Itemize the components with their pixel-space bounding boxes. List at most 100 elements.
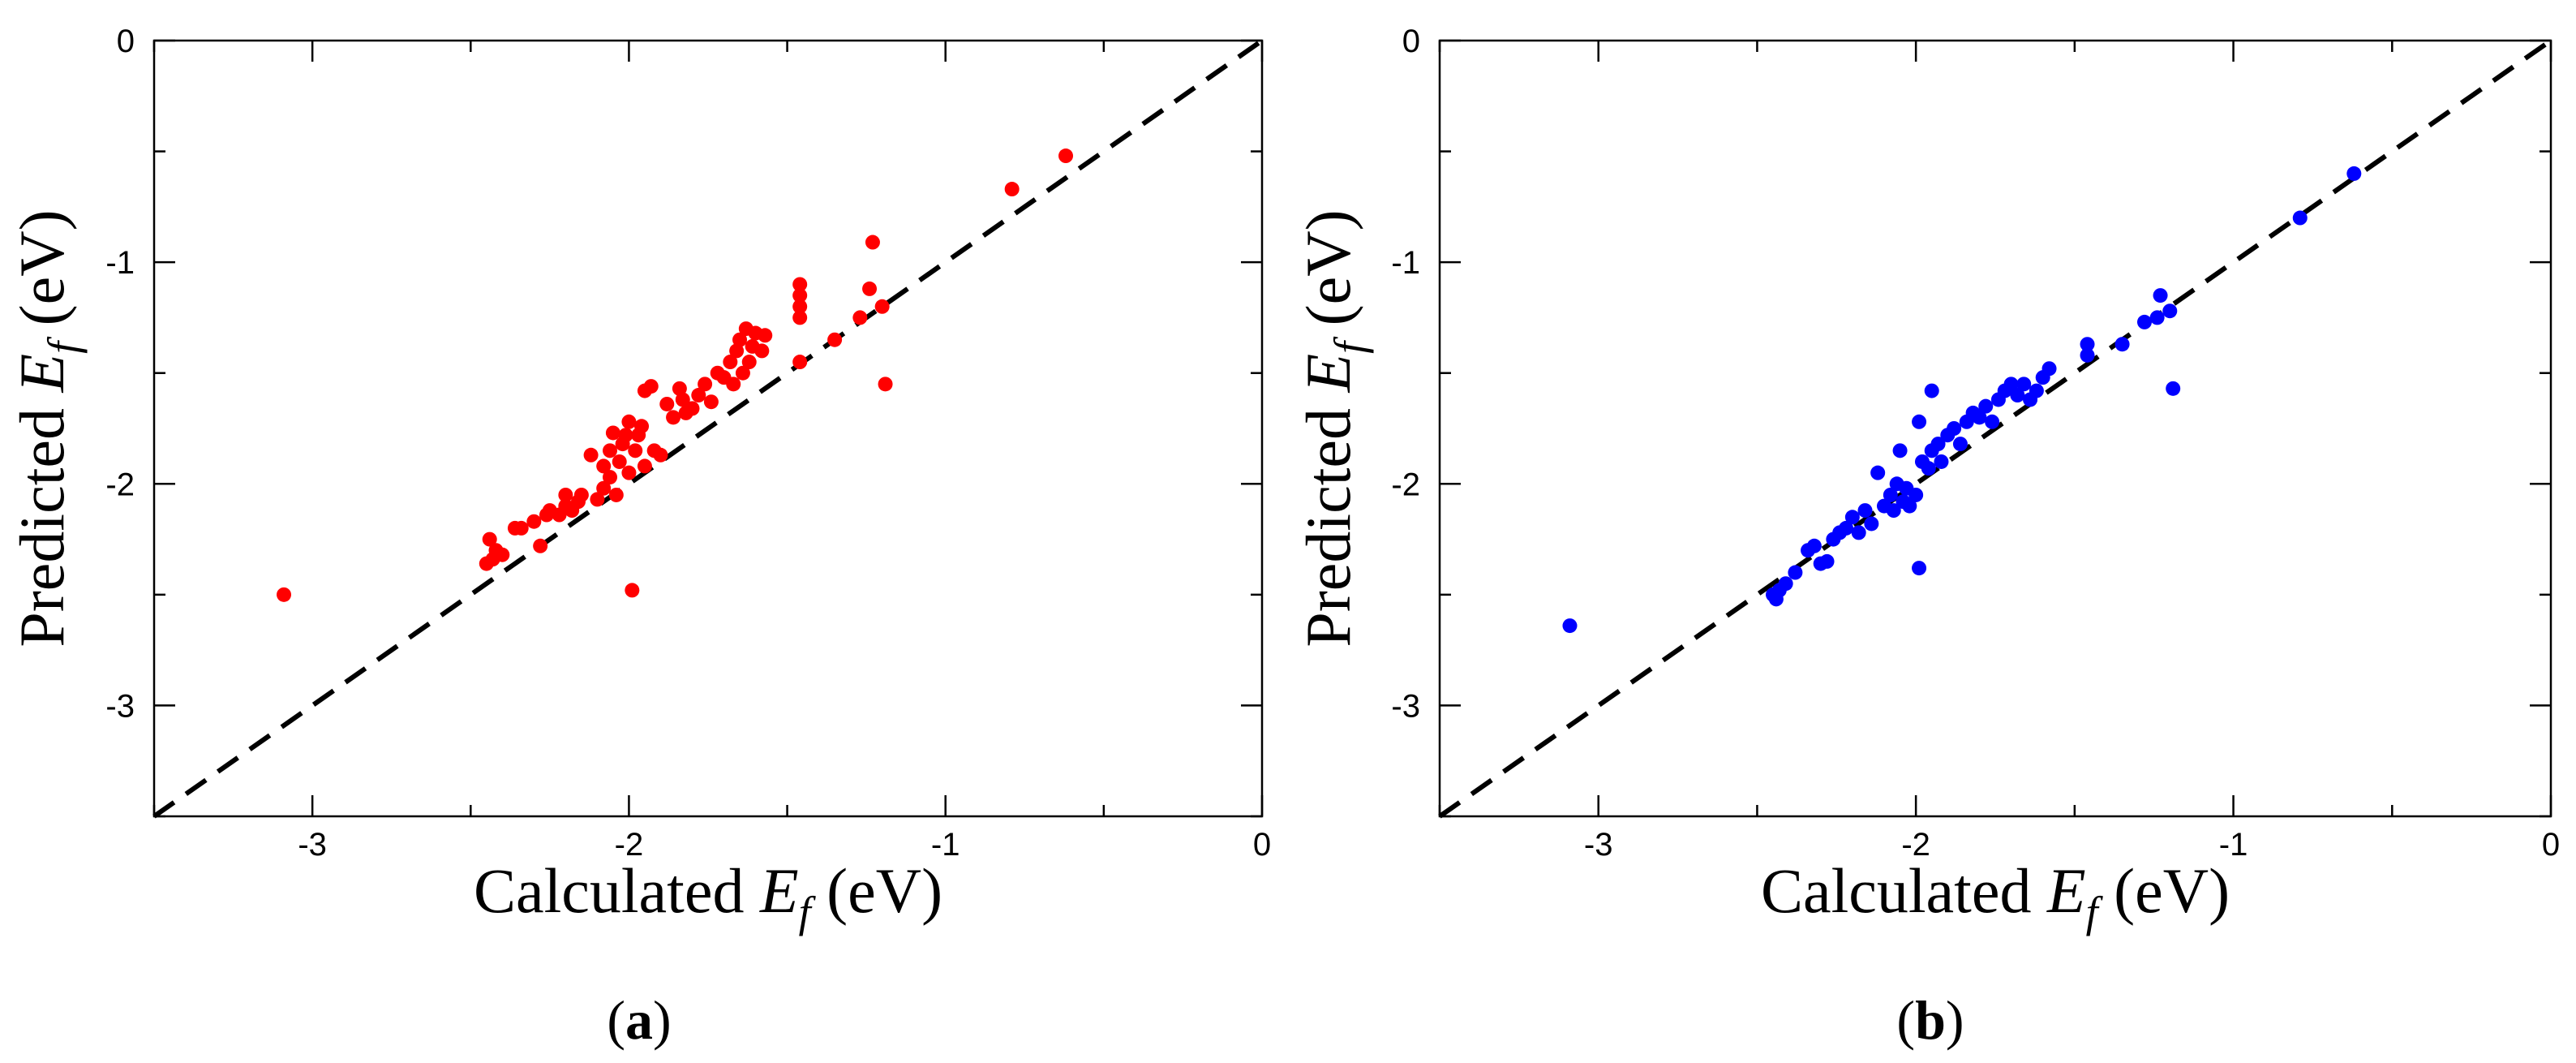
- data-point: [1930, 437, 1946, 452]
- data-point: [2041, 361, 2057, 377]
- data-point: [675, 392, 690, 407]
- data-point: [1851, 525, 1866, 540]
- x-tick-label: 0: [2542, 827, 2560, 863]
- data-point: [703, 394, 719, 410]
- identity-line: [152, 38, 1264, 819]
- data-point: [1985, 414, 2000, 429]
- panel-label-a: (a): [607, 989, 671, 1051]
- x-tick-label: -3: [298, 827, 327, 863]
- panel-a: -3 -2 -1 0 0 -1 -2 -3 Calculated Ef (eV) Predic…: [6, 24, 1271, 1051]
- data-point: [666, 410, 681, 425]
- data-point: [612, 454, 627, 469]
- scatter-points: [277, 148, 1074, 602]
- data-point: [2029, 383, 2044, 398]
- data-point: [603, 443, 618, 458]
- data-point: [723, 355, 738, 370]
- y-axis-title: Predicted Ef (eV): [6, 209, 88, 647]
- data-point: [1839, 520, 1854, 536]
- data-point: [2292, 210, 2308, 226]
- data-point: [583, 447, 599, 463]
- y-tick-label: -2: [105, 467, 135, 502]
- data-point: [1864, 516, 1879, 532]
- data-point: [1819, 553, 1835, 569]
- data-point: [573, 487, 589, 502]
- data-point: [2149, 310, 2165, 325]
- data-point: [726, 377, 741, 392]
- plot-frame: [1438, 39, 2552, 818]
- data-point: [659, 396, 675, 411]
- data-point: [758, 328, 773, 343]
- data-point: [618, 428, 633, 443]
- y-tick-label: 0: [117, 24, 135, 59]
- tick-labels: -3 -2 -1 0 0 -1 -2 -3: [1391, 24, 2560, 863]
- y-tick-label: -2: [1391, 467, 1420, 502]
- data-point: [1952, 437, 1968, 452]
- plot-frame: [152, 39, 1264, 818]
- data-point: [628, 443, 643, 458]
- tick-labels: -3 -2 -1 0 0 -1 -2 -3: [105, 24, 1271, 863]
- data-point: [1912, 414, 1927, 429]
- data-point: [495, 547, 510, 562]
- data-point: [533, 538, 548, 553]
- data-point: [621, 465, 637, 480]
- x-tick-label: -1: [931, 827, 960, 863]
- data-point: [596, 480, 612, 496]
- data-point: [1972, 410, 1987, 425]
- data-point: [558, 487, 573, 502]
- x-tick-label: -1: [2219, 827, 2248, 863]
- data-point: [643, 379, 659, 394]
- data-point: [1902, 498, 1917, 514]
- data-point: [732, 332, 748, 347]
- data-point: [1004, 182, 1020, 197]
- data-point: [754, 343, 770, 359]
- data-point: [865, 235, 880, 250]
- data-point: [878, 377, 893, 392]
- data-point: [792, 277, 808, 292]
- data-point: [2136, 314, 2152, 329]
- panel-b: -3 -2 -1 0 0 -1 -2 -3 Calculated Ef (eV) Predic…: [1293, 24, 2560, 1051]
- data-point: [874, 299, 890, 314]
- data-point: [691, 388, 706, 403]
- data-point: [526, 514, 542, 529]
- y-tick-label: -3: [1391, 688, 1420, 724]
- data-point: [2003, 377, 2019, 392]
- data-point: [605, 425, 620, 441]
- x-tick-label: -2: [615, 827, 644, 863]
- data-point: [685, 401, 700, 416]
- data-point: [1778, 576, 1793, 592]
- data-point: [792, 310, 808, 325]
- data-point: [792, 288, 808, 303]
- panel-label-b: (b): [1896, 989, 1964, 1051]
- data-point: [1870, 465, 1886, 480]
- data-point: [2080, 337, 2095, 352]
- data-point: [2016, 377, 2032, 392]
- data-point: [1892, 443, 1908, 458]
- data-point: [827, 332, 843, 347]
- data-point: [852, 310, 868, 325]
- data-point: [1883, 487, 1898, 502]
- data-point: [2153, 288, 2168, 303]
- data-point: [625, 583, 640, 598]
- x-axis-title: Calculated Ef (eV): [474, 855, 942, 936]
- data-point: [1788, 565, 1803, 580]
- data-point: [1921, 461, 1936, 476]
- data-point: [1924, 383, 1939, 398]
- data-point: [1947, 421, 1962, 436]
- tick-marks: [1438, 39, 2552, 818]
- data-point: [1978, 398, 1994, 414]
- x-axis-title: Calculated Ef (eV): [1761, 855, 2230, 936]
- data-point: [729, 343, 745, 359]
- scatter-points: [1562, 166, 2362, 634]
- data-point: [1806, 538, 1822, 553]
- identity-line: [1438, 38, 2552, 819]
- y-tick-label: -1: [1391, 245, 1420, 281]
- data-point: [608, 487, 624, 502]
- data-point: [2346, 166, 2362, 181]
- data-point: [277, 587, 292, 602]
- data-point: [634, 419, 650, 434]
- y-tick-label: 0: [1402, 24, 1420, 59]
- data-point: [1562, 618, 1578, 634]
- data-point: [2010, 388, 2025, 403]
- data-point: [653, 447, 668, 463]
